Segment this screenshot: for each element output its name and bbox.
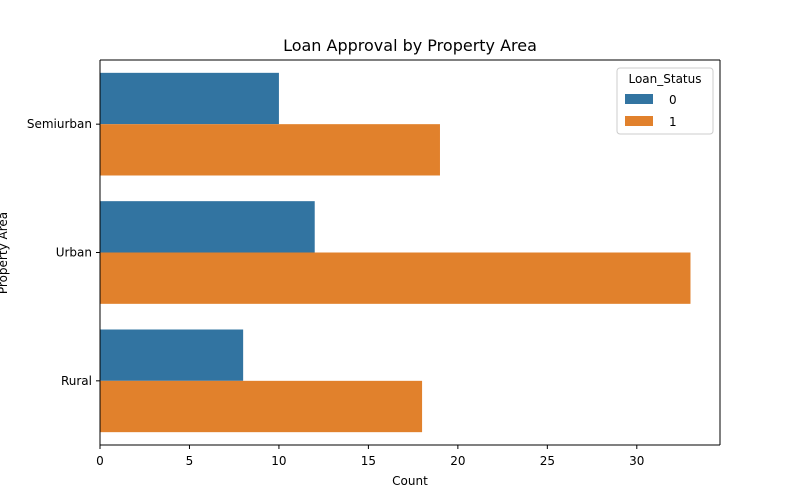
legend-label-1: 1 bbox=[669, 115, 677, 129]
bar-semiurban-status-1 bbox=[100, 124, 440, 176]
x-tick-label: 10 bbox=[271, 454, 286, 468]
y-axis-label: Property Area bbox=[0, 212, 10, 294]
bar-rural-status-0 bbox=[100, 329, 244, 381]
chart-title: Loan Approval by Property Area bbox=[283, 36, 537, 55]
x-tick-label: 25 bbox=[540, 454, 555, 468]
y-tick-label-urban: Urban bbox=[56, 246, 92, 260]
legend: Loan_Status 0 1 bbox=[616, 67, 714, 135]
x-tick-label: 0 bbox=[96, 454, 104, 468]
y-tick-label-rural: Rural bbox=[61, 374, 92, 388]
x-tick-label: 30 bbox=[629, 454, 644, 468]
x-axis-label: Count bbox=[392, 474, 428, 488]
x-tick-label: 15 bbox=[361, 454, 376, 468]
bar-urban-status-1 bbox=[100, 252, 691, 304]
bar-semiurban-status-0 bbox=[100, 72, 279, 125]
legend-swatch-1 bbox=[625, 116, 653, 126]
bar-urban-status-0 bbox=[100, 201, 315, 253]
y-tick-label-semiurban: Semiurban bbox=[27, 117, 92, 131]
x-tick-label: 20 bbox=[450, 454, 465, 468]
bars-group bbox=[100, 72, 691, 433]
legend-swatch-0 bbox=[625, 94, 653, 104]
bar-rural-status-1 bbox=[100, 380, 423, 433]
legend-label-0: 0 bbox=[669, 93, 677, 107]
x-tick-label: 5 bbox=[186, 454, 194, 468]
legend-title: Loan_Status bbox=[628, 72, 701, 86]
